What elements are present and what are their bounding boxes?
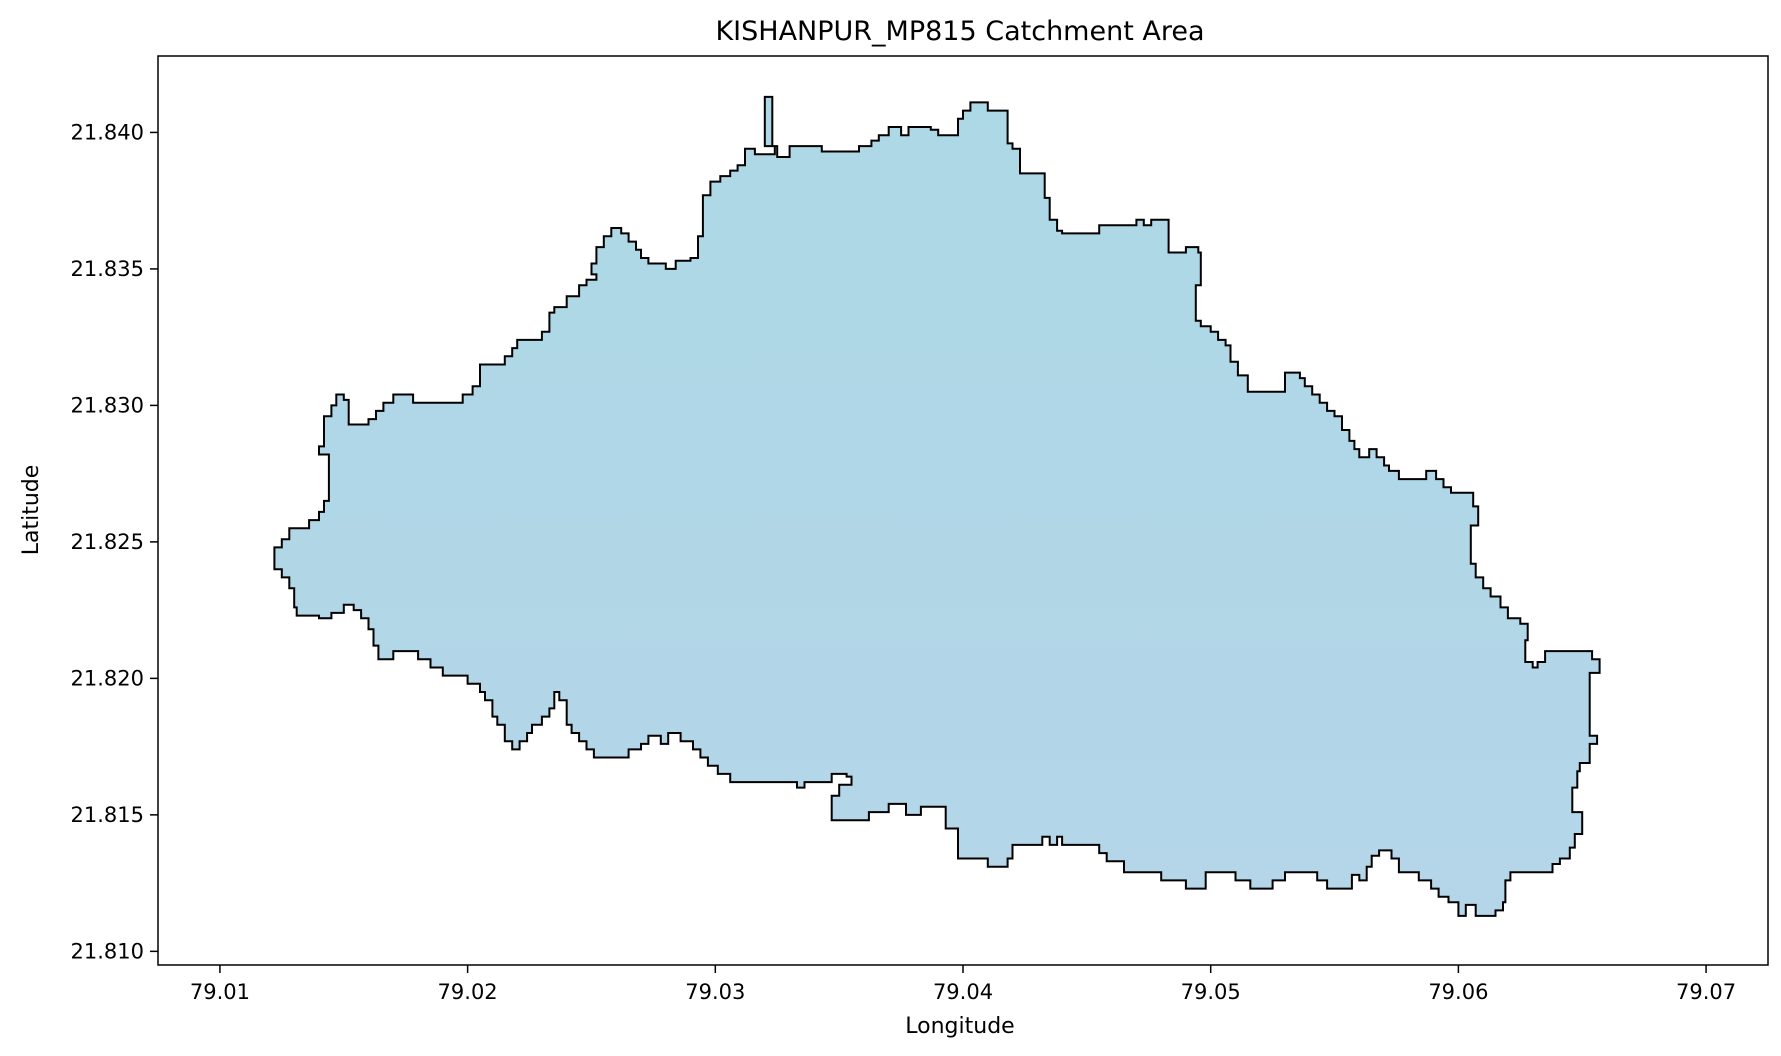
y-tick-label: 21.840	[71, 120, 144, 144]
plot-area	[157, 55, 1769, 966]
x-axis-label: Longitude	[905, 1014, 1014, 1039]
x-tick-label: 79.07	[1676, 980, 1736, 1004]
map-title: KISHANPUR_MP815 Catchment Area	[715, 16, 1204, 47]
catchment-polygon	[273, 95, 1601, 917]
x-tick-label: 79.03	[685, 980, 745, 1004]
y-tick-label: 21.825	[71, 530, 144, 554]
x-tick-label: 79.01	[190, 980, 250, 1004]
y-tick-label: 21.815	[71, 803, 144, 827]
x-tick-label: 79.02	[438, 980, 498, 1004]
y-tick-label: 21.810	[71, 939, 144, 963]
x-tick-label: 79.05	[1181, 980, 1241, 1004]
y-tick-label: 21.820	[71, 666, 144, 690]
y-tick-label: 21.830	[71, 393, 144, 417]
y-tick-label: 21.835	[71, 257, 144, 281]
x-tick-label: 79.06	[1428, 980, 1488, 1004]
x-tick-label: 79.04	[933, 980, 993, 1004]
y-axis: 21.810 21.815 21.820 21.825 21.830 21.835 21.8…	[71, 120, 158, 963]
x-axis: 79.01 79.02 79.03 79.04 79.05 79.06 79.07	[190, 965, 1736, 1004]
y-axis-label: Latitude	[19, 465, 44, 556]
